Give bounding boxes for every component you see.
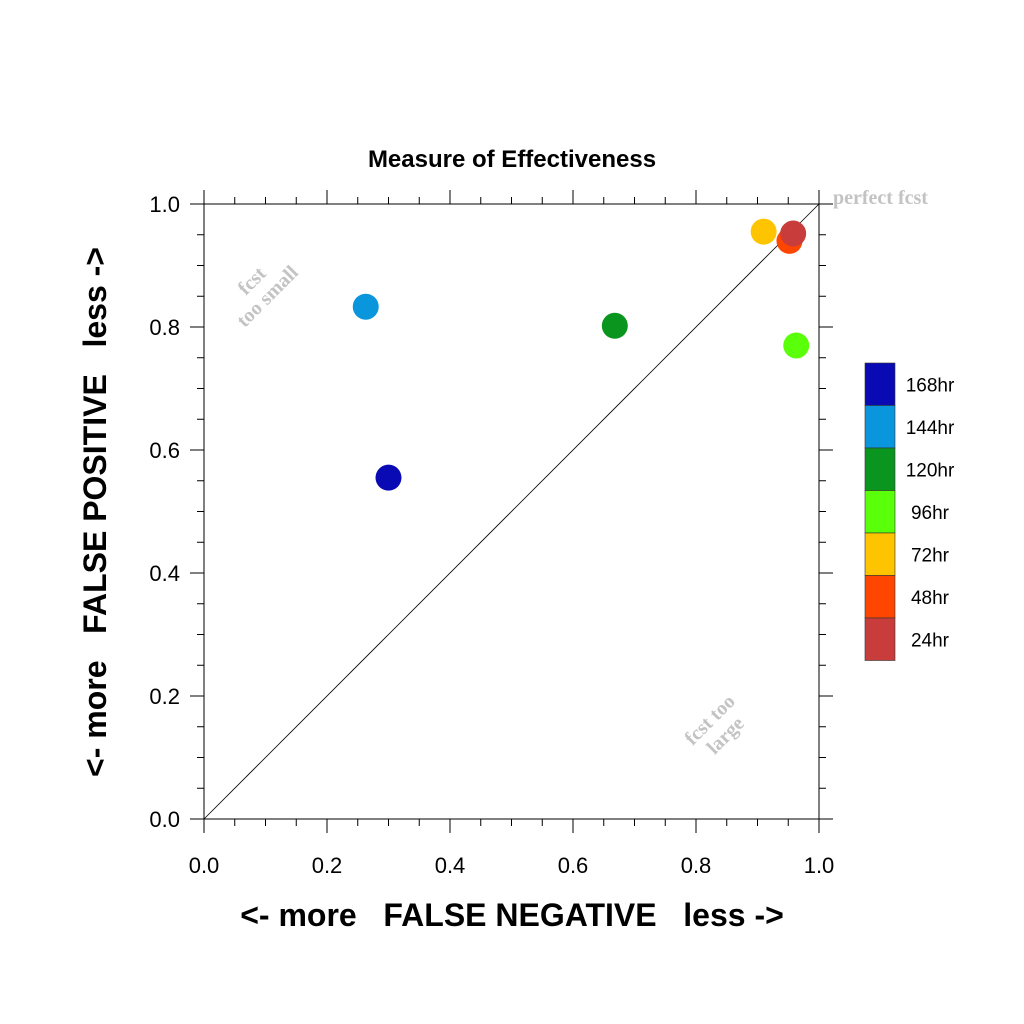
x-tick-label: 0.8 <box>681 853 712 878</box>
axis-ticks <box>190 190 833 833</box>
y-axis-label: <- more FALSE POSITIVE less -> <box>77 247 113 777</box>
data-point-144hr <box>352 293 379 320</box>
legend-swatch-72hr <box>864 532 896 576</box>
y-tick-label: 1.0 <box>149 192 180 217</box>
data-points <box>352 218 810 491</box>
legend-label-96hr: 96hr <box>911 503 950 524</box>
y-tick-labels: 0.0 0.2 0.4 0.6 0.8 1.0 <box>149 192 180 832</box>
x-tick-label: 0.2 <box>312 853 343 878</box>
legend-swatch-96hr <box>864 490 896 534</box>
x-tick-label: 1.0 <box>804 853 835 878</box>
x-tick-labels: 0.0 0.2 0.4 0.6 0.8 1.0 <box>189 853 835 878</box>
y-tick-label: 0.6 <box>149 438 180 463</box>
legend-swatch-48hr <box>864 575 896 619</box>
legend-label-24hr: 24hr <box>911 630 950 651</box>
y-tick-label: 0.8 <box>149 315 180 340</box>
annotation-small-line2: too small <box>233 261 303 331</box>
y-tick-label: 0.2 <box>149 684 180 709</box>
data-point-72hr <box>750 218 777 245</box>
y-tick-label: 0.0 <box>149 807 180 832</box>
legend-swatch-168hr <box>864 362 896 406</box>
legend-swatch-144hr <box>864 405 896 449</box>
x-tick-label: 0.4 <box>435 853 466 878</box>
legend: 168hr 144hr 120hr 96hr 72hr 48hr 24hr <box>864 362 955 661</box>
x-axis-label: <- more FALSE NEGATIVE less -> <box>240 897 784 933</box>
annotation-perfect-fcst: perfect fcst <box>833 187 928 209</box>
legend-label-144hr: 144hr <box>906 418 955 439</box>
chart-title: Measure of Effectiveness <box>368 146 656 173</box>
annotation-fcst-too-small: fcst too small <box>233 261 303 331</box>
legend-label-48hr: 48hr <box>911 588 950 609</box>
x-tick-label: 0.0 <box>189 853 220 878</box>
legend-swatch-24hr <box>864 617 896 661</box>
data-point-24hr <box>780 220 807 247</box>
data-point-168hr <box>375 464 402 491</box>
legend-label-120hr: 120hr <box>906 460 955 481</box>
y-tick-label: 0.4 <box>149 561 180 586</box>
legend-label-72hr: 72hr <box>911 545 950 566</box>
legend-label-168hr: 168hr <box>906 375 955 396</box>
diagonal-line <box>203 203 820 820</box>
data-point-96hr <box>783 332 810 359</box>
data-point-120hr <box>601 312 628 339</box>
x-tick-label: 0.6 <box>558 853 589 878</box>
legend-swatch-120hr <box>864 447 896 491</box>
annotation-fcst-too-large: fcst too large <box>681 691 749 759</box>
plot-area: 0.0 0.2 0.4 0.6 0.8 1.0 0.0 0.2 0.4 0.6 0.8 1.0 <box>149 190 834 878</box>
